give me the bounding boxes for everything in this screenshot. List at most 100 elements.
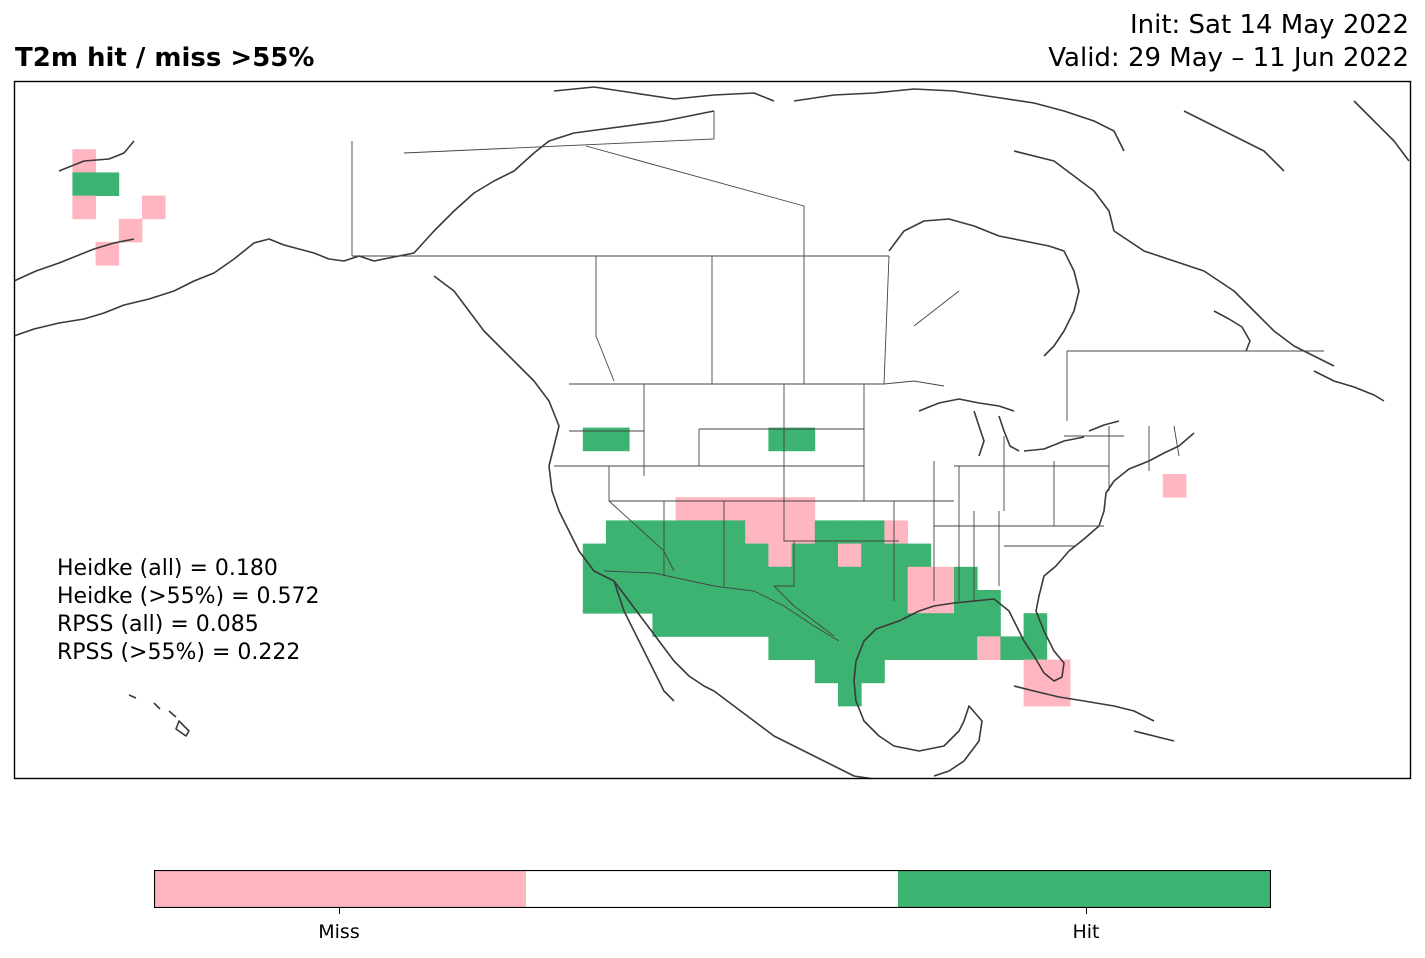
heidke-55-score: Heidke (>55%) = 0.572 bbox=[57, 584, 320, 609]
hit-cell bbox=[954, 613, 978, 637]
hit-cell bbox=[606, 520, 630, 544]
hit-cell bbox=[629, 566, 653, 591]
hit-cell bbox=[861, 566, 885, 591]
hit-cell bbox=[838, 590, 862, 614]
hit-cell bbox=[652, 590, 676, 614]
miss-cell bbox=[1046, 659, 1071, 684]
hit-cell bbox=[768, 590, 792, 614]
hit-cell bbox=[768, 613, 792, 637]
hit-cell bbox=[791, 566, 816, 591]
hit-cell bbox=[814, 590, 839, 614]
miss-cell bbox=[142, 195, 166, 220]
miss-cell bbox=[838, 543, 862, 568]
hit-cell bbox=[675, 543, 700, 568]
hit-cell bbox=[582, 543, 607, 568]
coastlines bbox=[14, 86, 1410, 779]
hit-cell bbox=[698, 613, 723, 637]
heidke-all-score: Heidke (all) = 0.180 bbox=[57, 556, 278, 581]
map-panel bbox=[14, 81, 1411, 779]
hit-cell bbox=[907, 636, 932, 660]
miss-cell bbox=[884, 520, 908, 544]
hit-cell bbox=[791, 543, 816, 568]
hit-cell bbox=[72, 172, 96, 196]
hit-cell bbox=[675, 590, 700, 614]
colorbar-label-hit: Hit bbox=[1072, 921, 1100, 943]
hit-cell bbox=[722, 543, 746, 568]
hit-cell bbox=[745, 543, 769, 568]
hit-cell bbox=[838, 659, 862, 684]
miss-cell bbox=[1162, 474, 1187, 498]
hit-cell bbox=[861, 590, 885, 614]
hit-cell bbox=[768, 636, 792, 660]
colorbar-tick-miss bbox=[339, 908, 340, 914]
hit-cell bbox=[791, 613, 816, 637]
hit-cell bbox=[814, 566, 839, 591]
miss-cell bbox=[977, 636, 1001, 660]
init-date-label: Init: Sat 14 May 2022 bbox=[1129, 10, 1409, 40]
hit-cell bbox=[838, 682, 862, 707]
hit-cell bbox=[954, 636, 978, 660]
colorbar-label-miss: Miss bbox=[318, 921, 360, 943]
hit-cell bbox=[814, 543, 839, 568]
hit-cell bbox=[814, 520, 839, 544]
hit-cell bbox=[977, 613, 1001, 637]
hit-cell bbox=[698, 590, 723, 614]
colorbar-outline bbox=[154, 870, 1271, 908]
miss-cell bbox=[72, 195, 96, 220]
hit-cell bbox=[861, 613, 885, 637]
colorbar-miss-segment bbox=[154, 870, 526, 908]
hit-cell bbox=[722, 613, 746, 637]
hit-cell bbox=[1023, 636, 1048, 660]
hit-cell bbox=[814, 636, 839, 660]
hit-cell bbox=[1023, 613, 1048, 637]
colorbar bbox=[154, 870, 1271, 908]
hit-cell bbox=[907, 613, 932, 637]
miss-cell bbox=[1023, 682, 1048, 707]
hit-cell bbox=[652, 613, 676, 637]
hit-cell bbox=[861, 520, 885, 544]
miss-cell bbox=[791, 520, 816, 544]
hit-cell bbox=[930, 636, 955, 660]
hit-cell bbox=[930, 613, 955, 637]
hit-cell bbox=[884, 636, 908, 660]
hit-cell bbox=[722, 590, 746, 614]
hit-cell bbox=[791, 427, 816, 452]
hit-cell bbox=[675, 520, 700, 544]
hit-cell bbox=[722, 520, 746, 544]
hit-cell bbox=[814, 659, 839, 684]
valid-period-label: Valid: 29 May – 11 Jun 2022 bbox=[1048, 43, 1409, 73]
hit-cell bbox=[582, 590, 607, 614]
miss-cell bbox=[745, 520, 769, 544]
hit-cell bbox=[606, 543, 630, 568]
skill-scores: Heidke (all) = 0.180 Heidke (>55%) = 0.5… bbox=[57, 555, 320, 667]
hit-cell bbox=[629, 520, 653, 544]
hit-cell bbox=[791, 636, 816, 660]
hit-cell bbox=[698, 520, 723, 544]
miss-cell bbox=[118, 218, 143, 243]
hit-cell bbox=[629, 590, 653, 614]
miss-cell bbox=[768, 543, 792, 568]
hit-cell bbox=[629, 543, 653, 568]
rpss-all-score: RPSS (all) = 0.085 bbox=[57, 612, 259, 637]
hit-cell bbox=[768, 427, 792, 452]
hit-cell bbox=[838, 520, 862, 544]
hit-cell bbox=[722, 566, 746, 591]
miss-cell bbox=[907, 566, 932, 591]
hit-cell bbox=[884, 590, 908, 614]
colorbar-neutral-segment bbox=[526, 870, 898, 908]
hit-cell bbox=[698, 543, 723, 568]
hit-cell bbox=[791, 590, 816, 614]
hit-cell bbox=[861, 543, 885, 568]
hit-cell bbox=[907, 543, 932, 568]
hit-cell bbox=[745, 590, 769, 614]
hit-cell bbox=[884, 566, 908, 591]
hit-cell bbox=[838, 566, 862, 591]
map-title: T2m hit / miss >55% bbox=[15, 43, 315, 73]
hit-cell bbox=[861, 659, 885, 684]
hit-cell bbox=[768, 566, 792, 591]
miss-cell bbox=[768, 520, 792, 544]
hit-cell bbox=[1000, 636, 1024, 660]
colorbar-hit-segment bbox=[898, 870, 1271, 908]
rpss-55-score: RPSS (>55%) = 0.222 bbox=[57, 640, 301, 665]
colorbar-tick-hit bbox=[1086, 908, 1087, 914]
